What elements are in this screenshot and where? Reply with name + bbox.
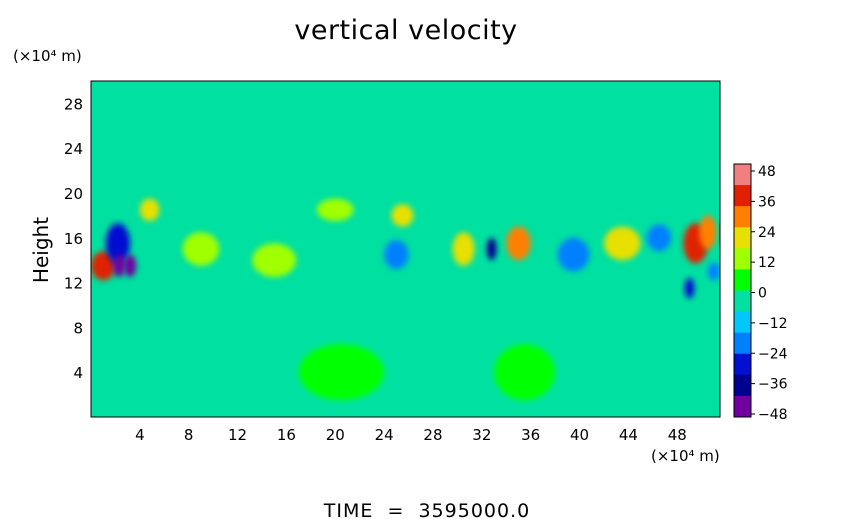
heatmap-cell <box>112 254 126 277</box>
colorbar-tick-label: −48 <box>758 407 788 423</box>
x-tick-label: 48 <box>668 426 687 444</box>
x-tick-label: 4 <box>135 426 145 444</box>
y-tick-label: 4 <box>73 364 83 382</box>
colorbar-tick-label: 24 <box>758 225 776 241</box>
colorbar-swatch <box>734 374 751 397</box>
y-unit-label: (×10⁴ m) <box>13 47 82 65</box>
heatmap-cell <box>506 226 531 261</box>
heatmap-cell <box>579 349 629 406</box>
y-tick-label: 12 <box>64 275 83 293</box>
x-tick-label: 24 <box>375 426 394 444</box>
colorbar-swatch <box>734 269 751 291</box>
y-tick-label: 8 <box>73 319 83 337</box>
y-tick-labels: 4 8 12 16 20 24 28 <box>64 95 83 382</box>
colorbar-swatch <box>734 311 751 334</box>
heatmap-cell <box>699 215 717 249</box>
colorbar-swatch <box>734 227 751 249</box>
heatmap-cell <box>420 349 470 406</box>
heatmap-cell <box>252 243 297 277</box>
colorbar-swatch <box>734 206 751 228</box>
x-tick-label: 32 <box>472 426 491 444</box>
x-tick-labels: 4 8 12 16 20 24 28 32 36 40 44 48 <box>135 426 687 444</box>
heatmap-cell <box>391 204 414 227</box>
heatmap-cell <box>139 198 160 221</box>
colorbar-tick-label: 12 <box>758 255 776 271</box>
colorbar-tick-label: −36 <box>758 377 788 393</box>
heatmap-cell <box>707 262 720 281</box>
heatmap-cell <box>182 232 220 266</box>
heatmap-cell <box>452 232 475 266</box>
colorbar-swatch <box>734 290 751 313</box>
colorbar-frame <box>733 163 752 418</box>
colorbar-swatch <box>734 248 751 270</box>
colorbar-tick-label: 48 <box>758 164 776 180</box>
y-axis-label: Height <box>29 217 53 283</box>
heatmap-cell <box>384 240 409 270</box>
x-tick-label: 28 <box>423 426 442 444</box>
time-label: TIME = 3595000.0 <box>323 500 530 519</box>
x-tick-label: 16 <box>277 426 296 444</box>
x-tick-label: 40 <box>570 426 589 444</box>
colorbar-tick-label: 36 <box>758 194 776 210</box>
x-tick-label: 20 <box>326 426 345 444</box>
colorbar-swatch <box>734 395 751 418</box>
x-tick-label: 8 <box>184 426 194 444</box>
colorbar-swatch <box>734 332 751 355</box>
y-tick-label: 20 <box>64 185 83 203</box>
y-tick-label: 24 <box>64 140 83 158</box>
y-tick-label: 28 <box>64 95 83 113</box>
colorbar-swatch <box>734 353 751 376</box>
heatmap-cell <box>494 344 556 401</box>
heatmap-cell <box>316 198 354 221</box>
heatmap-cell <box>105 223 131 264</box>
heatmap-cell <box>123 254 137 277</box>
heatmap-cell <box>182 344 244 401</box>
colorbar-swatch <box>734 164 751 186</box>
colorbar-tick-label: −12 <box>758 316 788 332</box>
x-tick-label: 44 <box>619 426 638 444</box>
x-unit-label: (×10⁴ m) <box>651 447 720 465</box>
chart-title: vertical velocity <box>294 15 517 46</box>
colorbar-tick-label: −24 <box>758 346 788 362</box>
colorbar-tick-labels: 48 36 24 12 0 −12 −24 −36 −48 <box>751 164 788 423</box>
heatmap-cell <box>298 344 385 401</box>
heatmap-field <box>91 81 720 417</box>
x-tick-label: 12 <box>228 426 247 444</box>
x-tick-label: 36 <box>521 426 540 444</box>
y-tick-label: 16 <box>64 230 83 248</box>
heatmap-cell <box>91 251 116 281</box>
colorbar-swatch <box>734 185 751 207</box>
colorbar <box>733 163 752 418</box>
heatmap-cell <box>684 278 695 299</box>
heatmap-cell <box>557 237 590 272</box>
heatmap-cell <box>486 237 497 261</box>
colorbar-tick-label: 0 <box>758 286 767 302</box>
heatmap-cell <box>603 226 641 261</box>
plot-frame <box>90 80 721 418</box>
heatmap-cell <box>646 224 672 252</box>
